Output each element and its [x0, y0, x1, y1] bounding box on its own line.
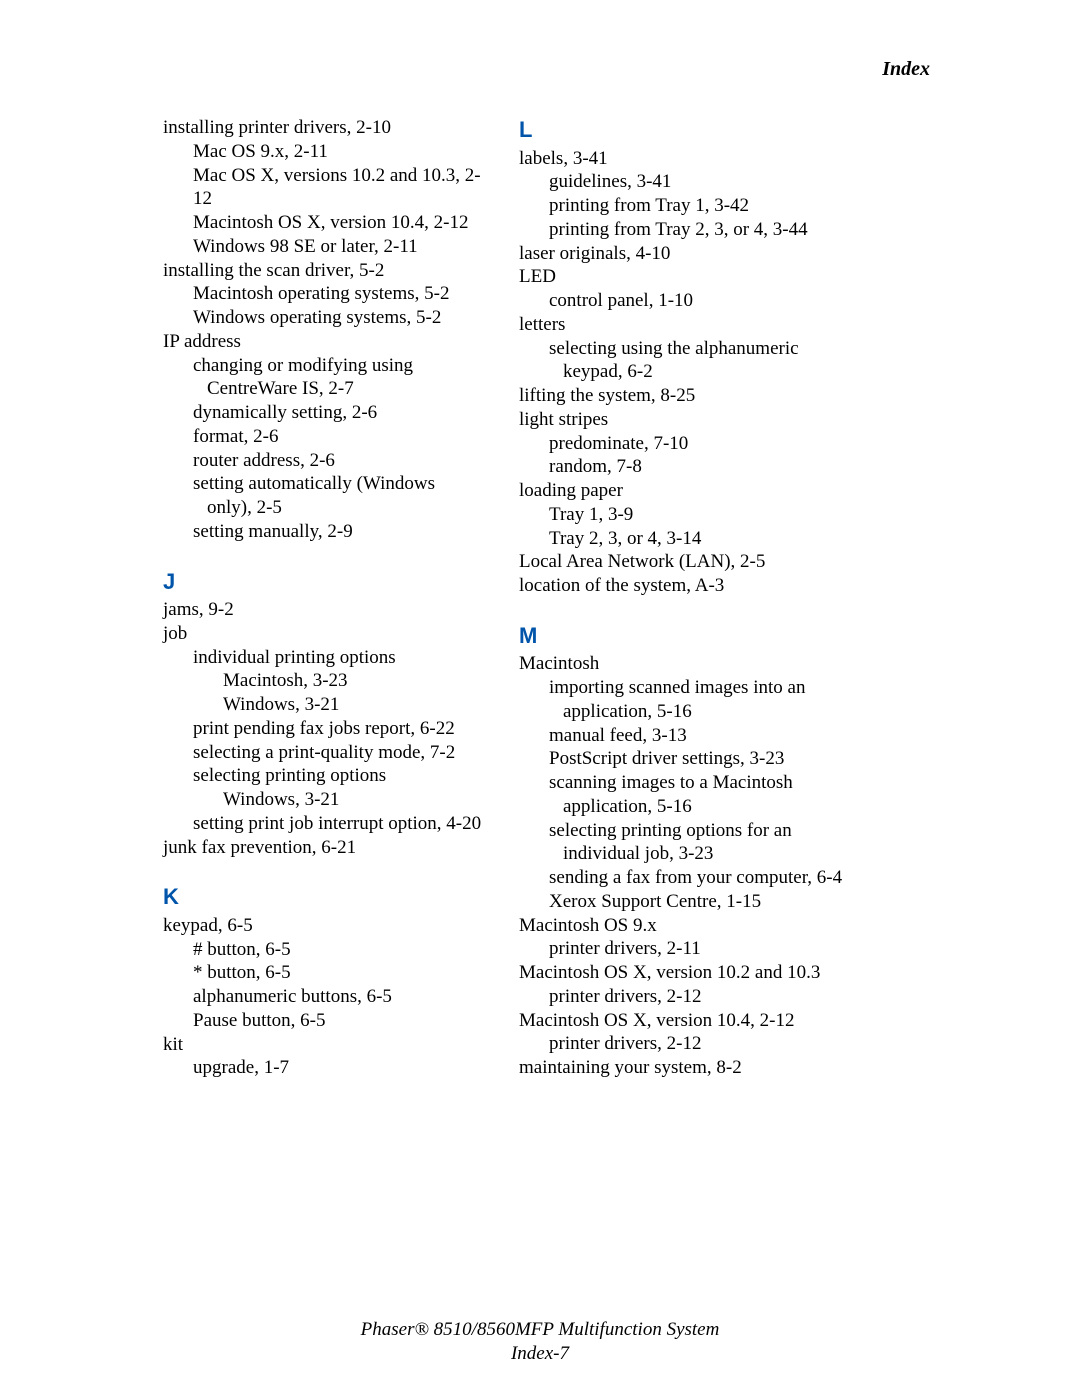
- index-entry: selecting using the alphanumeric: [519, 337, 889, 361]
- index-entry: Mac OS 9.x, 2-11: [163, 140, 493, 164]
- index-entry: Tray 2, 3, or 4, 3-14: [519, 527, 889, 551]
- index-entry: Macintosh OS X, version 10.4, 2-12: [519, 1009, 889, 1033]
- index-entry: Windows, 3-21: [163, 788, 493, 812]
- index-entry: kit: [163, 1033, 493, 1057]
- index-entry: upgrade, 1-7: [163, 1056, 493, 1080]
- index-entry: format, 2-6: [163, 425, 493, 449]
- index-entry: application, 5-16: [519, 795, 889, 819]
- index-entry: Windows, 3-21: [163, 693, 493, 717]
- index-entry: Macintosh OS X, version 10.4, 2-12: [163, 211, 493, 235]
- index-entry: application, 5-16: [519, 700, 889, 724]
- index-entry: IP address: [163, 330, 493, 354]
- index-entry: lifting the system, 8-25: [519, 384, 889, 408]
- index-entry: manual feed, 3-13: [519, 724, 889, 748]
- index-entry: selecting printing options: [163, 764, 493, 788]
- index-entry: printer drivers, 2-12: [519, 985, 889, 1009]
- index-entry: light stripes: [519, 408, 889, 432]
- index-entry: setting automatically (Windows: [163, 472, 493, 496]
- index-entry: jams, 9-2: [163, 598, 493, 622]
- index-entry: Local Area Network (LAN), 2-5: [519, 550, 889, 574]
- section-letter-j: J: [163, 568, 493, 596]
- index-entry: keypad, 6-2: [519, 360, 889, 384]
- index-entry: printing from Tray 2, 3, or 4, 3-44: [519, 218, 889, 242]
- index-entry: Macintosh OS 9.x: [519, 914, 889, 938]
- index-entry: dynamically setting, 2-6: [163, 401, 493, 425]
- section-letter-k: K: [163, 883, 493, 911]
- index-entry: Macintosh OS X, version 10.2 and 10.3: [519, 961, 889, 985]
- footer-line-2: Index-7: [0, 1342, 1080, 1367]
- index-entry: # button, 6-5: [163, 938, 493, 962]
- index-entry: PostScript driver settings, 3-23: [519, 747, 889, 771]
- index-entry: individual job, 3-23: [519, 842, 889, 866]
- index-entry: loading paper: [519, 479, 889, 503]
- index-entry: Windows 98 SE or later, 2-11: [163, 235, 493, 259]
- index-entry: guidelines, 3-41: [519, 170, 889, 194]
- index-entry: laser originals, 4-10: [519, 242, 889, 266]
- page-header: Index: [163, 58, 930, 81]
- index-entry: selecting a print-quality mode, 7-2: [163, 741, 493, 765]
- index-entry: Xerox Support Centre, 1-15: [519, 890, 889, 914]
- index-entry: LED: [519, 265, 889, 289]
- index-entry: sending a fax from your computer, 6-4: [519, 866, 889, 890]
- index-entry: Mac OS X, versions 10.2 and 10.3, 2-12: [163, 164, 493, 212]
- index-entry: maintaining your system, 8-2: [519, 1056, 889, 1080]
- right-column: Llabels, 3-41guidelines, 3-41printing fr…: [519, 116, 889, 1080]
- index-entry: printer drivers, 2-12: [519, 1032, 889, 1056]
- index-entry: Macintosh operating systems, 5-2: [163, 282, 493, 306]
- index-entry: router address, 2-6: [163, 449, 493, 473]
- index-entry: only), 2-5: [163, 496, 493, 520]
- index-entry: scanning images to a Macintosh: [519, 771, 889, 795]
- index-entry: Macintosh, 3-23: [163, 669, 493, 693]
- index-entry: changing or modifying using: [163, 354, 493, 378]
- index-entry: random, 7-8: [519, 455, 889, 479]
- index-entry: predominate, 7-10: [519, 432, 889, 456]
- index-entry: setting print job interrupt option, 4-20: [163, 812, 493, 836]
- index-entry: printing from Tray 1, 3-42: [519, 194, 889, 218]
- index-entry: letters: [519, 313, 889, 337]
- index-entry: printer drivers, 2-11: [519, 937, 889, 961]
- index-entry: keypad, 6-5: [163, 914, 493, 938]
- index-entry: * button, 6-5: [163, 961, 493, 985]
- index-entry: installing the scan driver, 5-2: [163, 259, 493, 283]
- index-entry: labels, 3-41: [519, 147, 889, 171]
- footer-line-1: Phaser® 8510/8560MFP Multifunction Syste…: [0, 1318, 1080, 1343]
- index-entry: installing printer drivers, 2-10: [163, 116, 493, 140]
- index-entry: CentreWare IS, 2-7: [163, 377, 493, 401]
- index-entry: Pause button, 6-5: [163, 1009, 493, 1033]
- left-column: installing printer drivers, 2-10Mac OS 9…: [163, 116, 493, 1080]
- index-entry: selecting printing options for an: [519, 819, 889, 843]
- index-entry: Tray 1, 3-9: [519, 503, 889, 527]
- section-letter-m: M: [519, 622, 889, 650]
- index-entry: location of the system, A-3: [519, 574, 889, 598]
- index-entry: job: [163, 622, 493, 646]
- index-entry: print pending fax jobs report, 6-22: [163, 717, 493, 741]
- index-entry: Macintosh: [519, 652, 889, 676]
- page-footer: Phaser® 8510/8560MFP Multifunction Syste…: [0, 1318, 1080, 1367]
- index-entry: junk fax prevention, 6-21: [163, 836, 493, 860]
- index-entry: control panel, 1-10: [519, 289, 889, 313]
- index-entry: individual printing options: [163, 646, 493, 670]
- index-columns: installing printer drivers, 2-10Mac OS 9…: [163, 116, 930, 1080]
- header-title: Index: [882, 58, 930, 80]
- index-entry: Windows operating systems, 5-2: [163, 306, 493, 330]
- index-entry: alphanumeric buttons, 6-5: [163, 985, 493, 1009]
- section-letter-l: L: [519, 116, 889, 144]
- index-entry: setting manually, 2-9: [163, 520, 493, 544]
- index-entry: importing scanned images into an: [519, 676, 889, 700]
